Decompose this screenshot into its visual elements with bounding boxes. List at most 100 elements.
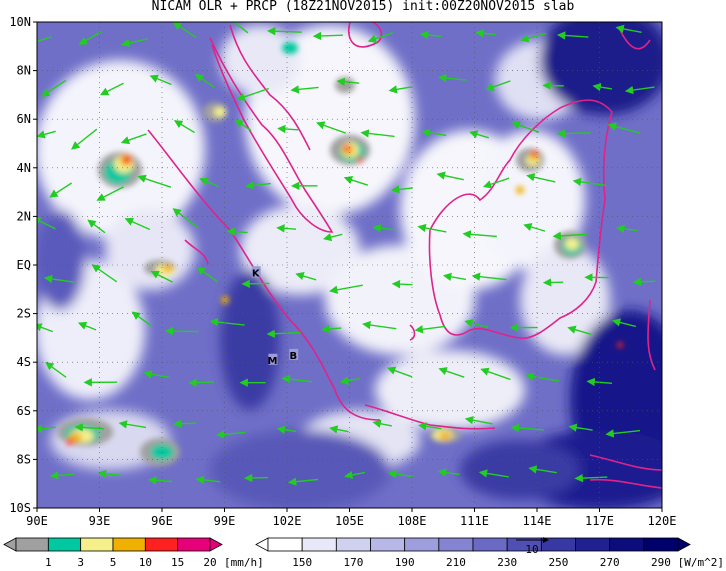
wind-vector [266, 329, 301, 338]
wind-vector [615, 224, 638, 233]
wind-vector [464, 319, 489, 329]
wind-vector [475, 29, 496, 38]
wind-vector [567, 325, 592, 336]
wind-vector [49, 182, 73, 198]
wind-vector [418, 422, 442, 431]
wind-vector [523, 222, 546, 232]
lon-label: 99E [214, 514, 236, 528]
wind-vector [469, 130, 489, 139]
olr-colorbar: 150 170 190 210 230 250 270 290 [W/m^2] [255, 537, 724, 569]
wind-vector [188, 378, 215, 387]
wind-vector [74, 423, 105, 432]
wind-vector [592, 82, 613, 92]
colorbar-swatch [438, 537, 474, 552]
wind-vector [624, 85, 655, 95]
wind-vector [312, 31, 343, 41]
wind-vector [124, 217, 151, 231]
wind-vector [528, 465, 557, 474]
wind-vector [360, 129, 395, 138]
wind-vector [367, 32, 394, 43]
wind-vector [41, 79, 67, 97]
wind-vector [343, 176, 369, 186]
wind-vector [143, 370, 170, 379]
wind-vector [96, 186, 124, 201]
olr-field [37, 22, 662, 508]
place-marker-k: K [252, 268, 261, 279]
lon-label: 114E [523, 514, 552, 528]
place-marker-b: B [289, 351, 297, 362]
olr-tick-label: 270 [600, 556, 620, 569]
lon-label: 117E [585, 514, 614, 528]
lon-label: 96E [151, 514, 173, 528]
precip-tick-label: 1 [45, 556, 52, 569]
wind-vector [323, 232, 343, 242]
wind-vector [91, 264, 118, 283]
wind-vector [510, 423, 545, 433]
wind-vector [245, 181, 271, 190]
wind-vector [276, 224, 297, 233]
wind-vector [276, 425, 297, 434]
lat-label: EQ [17, 258, 31, 272]
wind-vector [442, 272, 467, 281]
wind-vector [215, 430, 246, 439]
wind-vector [417, 223, 447, 233]
wind-vector [524, 372, 560, 382]
wind-vector [437, 73, 467, 83]
wind-vector [37, 424, 56, 433]
wind-vector [37, 217, 56, 230]
colorbar-end-left [255, 537, 269, 552]
wind-vector [436, 171, 464, 181]
wind-vector [290, 85, 319, 94]
colorbar-end-right [209, 537, 223, 552]
lon-label: 102E [273, 514, 302, 528]
wind-vector [556, 31, 589, 40]
colorbar-swatch [335, 537, 371, 552]
colorbar-swatch [15, 537, 49, 552]
wind-vector [236, 87, 269, 101]
wind-vector [150, 270, 173, 283]
wind-vector [233, 22, 249, 34]
wind-vector [37, 323, 54, 333]
wind-vector [526, 173, 556, 183]
lat-label: 8S [17, 452, 31, 466]
wind-vector [172, 22, 197, 39]
olr-tick-label: 290 [651, 556, 671, 569]
colorbar-swatch [177, 537, 211, 552]
wind-vector [388, 85, 413, 94]
wind-vector [611, 318, 636, 328]
wind-vector [572, 177, 607, 187]
lon-label: 111E [460, 514, 489, 528]
colorbar-swatch [144, 537, 179, 552]
olr-tick-label: 250 [548, 556, 568, 569]
olr-tick-label: 190 [395, 556, 415, 569]
wind-vectors [37, 22, 656, 486]
lat-label: 6S [17, 404, 31, 418]
precip-tick-label: 10 [139, 556, 152, 569]
wind-vector [147, 476, 173, 485]
wind-vector [97, 469, 123, 478]
place-marker-box [251, 266, 261, 278]
wind-vector [462, 230, 497, 239]
precip-tick-label: 5 [110, 556, 117, 569]
wind-vector [485, 80, 511, 92]
lon-label: 93E [89, 514, 111, 528]
colorbar-end-left [3, 537, 17, 552]
wind-vector [243, 473, 269, 483]
wind-vector [586, 377, 613, 387]
olr-tick-label: 210 [446, 556, 466, 569]
wind-vector [45, 361, 67, 378]
wind-vector [480, 367, 511, 381]
lon-label: 105E [335, 514, 364, 528]
vector-reference-label: 10 [525, 543, 538, 556]
wind-vector [173, 120, 196, 134]
vector-reference: 10 [516, 537, 549, 556]
wind-vector [241, 279, 270, 289]
wind-vector [372, 224, 396, 233]
olr-tick-label: 170 [343, 556, 363, 569]
wind-vector [37, 35, 53, 43]
lat-label: 2S [17, 307, 31, 321]
wind-vector [172, 208, 198, 228]
colorbar-swatch [472, 537, 508, 552]
place-marker-m: M [267, 356, 277, 367]
